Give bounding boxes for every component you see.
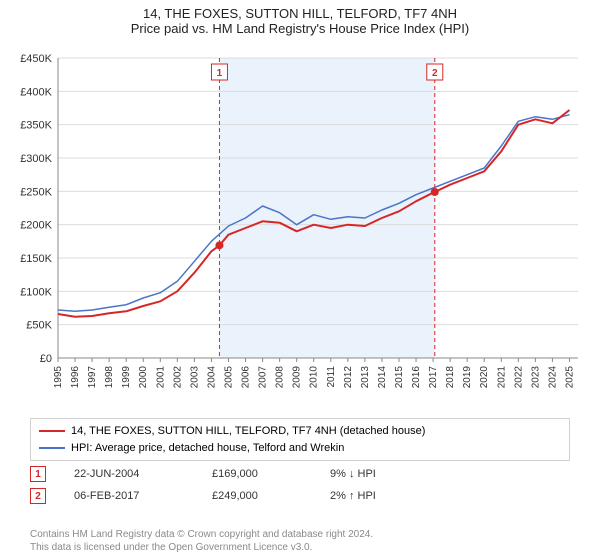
svg-text:£200K: £200K xyxy=(20,220,52,232)
svg-text:£450K: £450K xyxy=(20,53,52,65)
svg-text:2014: 2014 xyxy=(377,366,388,389)
svg-text:2017: 2017 xyxy=(428,366,439,389)
svg-text:2019: 2019 xyxy=(462,366,473,389)
svg-text:1998: 1998 xyxy=(104,366,115,389)
svg-text:1997: 1997 xyxy=(87,366,98,389)
svg-text:2007: 2007 xyxy=(258,366,269,389)
footer-attribution: Contains HM Land Registry data © Crown c… xyxy=(30,528,373,554)
svg-text:£0: £0 xyxy=(40,353,52,365)
legend: 14, THE FOXES, SUTTON HILL, TELFORD, TF7… xyxy=(30,418,570,461)
footer-line1: Contains HM Land Registry data © Crown c… xyxy=(30,528,373,541)
svg-text:2012: 2012 xyxy=(343,366,354,389)
legend-item: HPI: Average price, detached house, Telf… xyxy=(39,440,561,457)
svg-text:2013: 2013 xyxy=(360,366,371,389)
sale-date: 22-JUN-2004 xyxy=(74,468,184,480)
svg-text:2021: 2021 xyxy=(496,366,507,389)
svg-text:£350K: £350K xyxy=(20,120,52,132)
svg-text:2: 2 xyxy=(432,68,438,79)
legend-label: 14, THE FOXES, SUTTON HILL, TELFORD, TF7… xyxy=(71,423,425,440)
svg-text:2008: 2008 xyxy=(275,366,286,389)
svg-text:2006: 2006 xyxy=(241,366,252,389)
sale-price: £249,000 xyxy=(212,490,302,502)
svg-text:1: 1 xyxy=(217,68,223,79)
title-line2: Price paid vs. HM Land Registry's House … xyxy=(0,21,600,36)
sale-marker-1: 1 xyxy=(30,466,46,482)
svg-text:£400K: £400K xyxy=(20,86,52,98)
legend-label: HPI: Average price, detached house, Telf… xyxy=(71,440,344,457)
svg-text:2016: 2016 xyxy=(411,366,422,389)
svg-text:2025: 2025 xyxy=(564,366,575,389)
svg-text:1995: 1995 xyxy=(53,366,64,389)
legend-item: 14, THE FOXES, SUTTON HILL, TELFORD, TF7… xyxy=(39,423,561,440)
svg-text:2002: 2002 xyxy=(172,366,183,389)
svg-text:1999: 1999 xyxy=(121,366,132,389)
sale-price: £169,000 xyxy=(212,468,302,480)
sale-note: 9% ↓ HPI xyxy=(330,468,440,480)
svg-text:2005: 2005 xyxy=(223,366,234,389)
chart: £0 £50K £100K £150K £200K £250K £300K £350K £400… xyxy=(6,48,594,408)
svg-text:2001: 2001 xyxy=(155,366,166,389)
footer-line2: This data is licensed under the Open Gov… xyxy=(30,541,373,554)
sale-row: 2 06-FEB-2017 £249,000 2% ↑ HPI xyxy=(30,488,440,504)
sale-row: 1 22-JUN-2004 £169,000 9% ↓ HPI xyxy=(30,466,440,482)
svg-text:£100K: £100K xyxy=(20,286,52,298)
svg-text:2000: 2000 xyxy=(138,366,149,389)
svg-text:2022: 2022 xyxy=(513,366,524,389)
svg-text:2024: 2024 xyxy=(547,366,558,389)
svg-text:2018: 2018 xyxy=(445,366,456,389)
svg-text:2010: 2010 xyxy=(309,366,320,389)
chart-title-block: 14, THE FOXES, SUTTON HILL, TELFORD, TF7… xyxy=(0,0,600,36)
svg-text:2020: 2020 xyxy=(479,366,490,389)
svg-text:£300K: £300K xyxy=(20,153,52,165)
sale-marker-2: 2 xyxy=(30,488,46,504)
sale-note: 2% ↑ HPI xyxy=(330,490,440,502)
svg-text:2003: 2003 xyxy=(189,366,200,389)
legend-swatch-hpi xyxy=(39,447,65,449)
chart-svg: £0 £50K £100K £150K £200K £250K £300K £350K £400… xyxy=(6,48,594,408)
svg-text:2009: 2009 xyxy=(292,366,303,389)
svg-text:£250K: £250K xyxy=(20,186,52,198)
svg-text:£50K: £50K xyxy=(26,320,52,332)
sale-rows: 1 22-JUN-2004 £169,000 9% ↓ HPI 2 06-FEB… xyxy=(30,466,440,510)
svg-text:2011: 2011 xyxy=(326,366,337,388)
svg-text:2015: 2015 xyxy=(394,366,405,389)
svg-text:£150K: £150K xyxy=(20,253,52,265)
sale-date: 06-FEB-2017 xyxy=(74,490,184,502)
svg-text:2023: 2023 xyxy=(530,366,541,389)
svg-text:1996: 1996 xyxy=(70,366,81,389)
title-line1: 14, THE FOXES, SUTTON HILL, TELFORD, TF7… xyxy=(0,6,600,21)
svg-text:2004: 2004 xyxy=(206,366,217,389)
legend-swatch-property xyxy=(39,430,65,432)
